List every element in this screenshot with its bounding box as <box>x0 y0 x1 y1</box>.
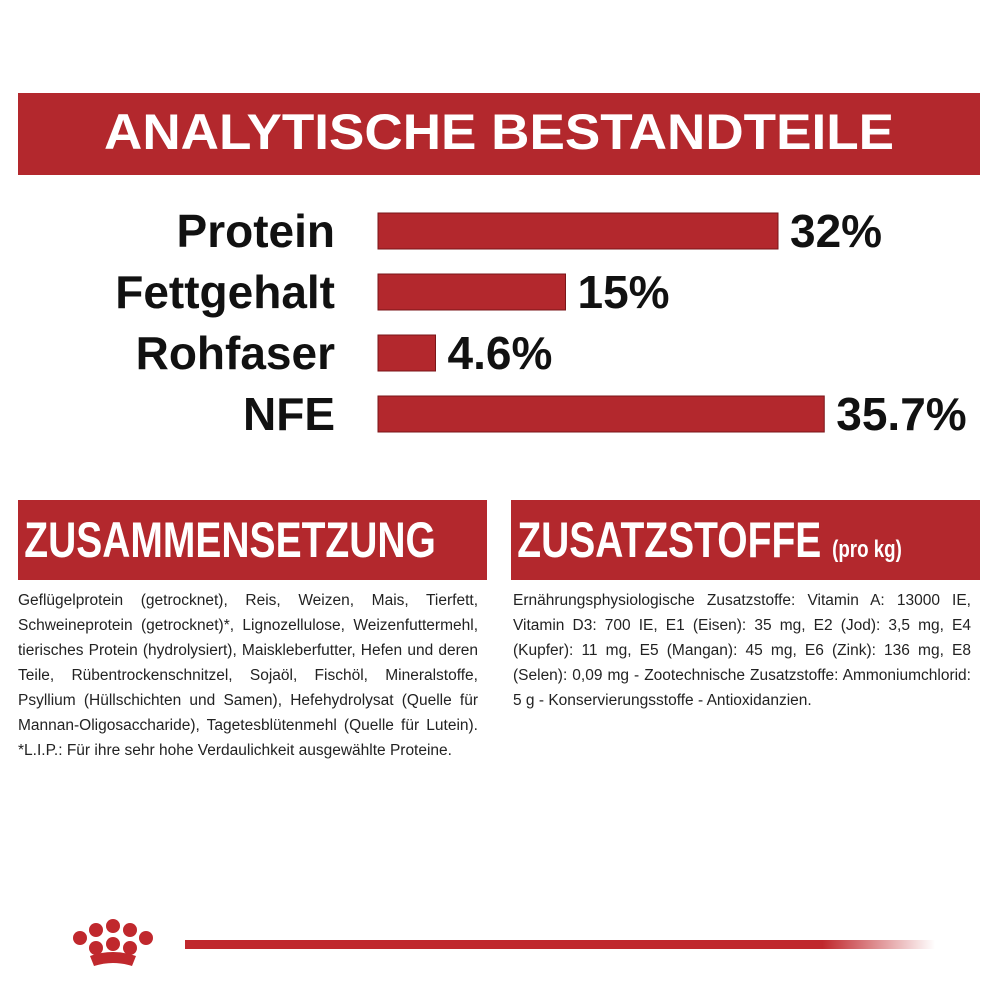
footer-line <box>185 940 935 949</box>
composition-header: ZUSAMMENSETZUNG <box>18 500 487 580</box>
footer <box>73 919 935 966</box>
chart: ANALYTISCHE BESTANDTEILE Protein 32% Fettg… <box>18 93 980 440</box>
value-label: 4.6% <box>448 327 553 379</box>
additives-text: Ernährungsphysiologische Zusatzstoffe: V… <box>513 592 971 709</box>
bar <box>377 334 436 372</box>
value-label: 35.7% <box>836 388 966 440</box>
category-label: NFE <box>243 388 335 440</box>
additives-title-suffix: (pro kg) <box>832 536 902 563</box>
value-label: 32% <box>790 205 882 257</box>
category-label: Protein <box>177 205 335 257</box>
composition-title: ZUSAMMENSETZUNG <box>24 512 436 568</box>
additives-title: ZUSATZSTOFFE <box>517 512 822 568</box>
category-label: Fettgehalt <box>115 266 335 318</box>
value-label: 15% <box>578 266 670 318</box>
bar <box>377 395 825 433</box>
chart-title: ANALYTISCHE BESTANDTEILE <box>104 104 894 160</box>
composition-text: Geflügelprotein (getrocknet), Reis, Weiz… <box>18 592 478 759</box>
category-label: Rohfaser <box>136 327 335 379</box>
title-banner <box>18 93 980 175</box>
bar <box>377 212 779 250</box>
crown-logo <box>73 919 153 966</box>
bar <box>377 273 566 311</box>
additives-header: ZUSATZSTOFFE (pro kg) <box>511 500 980 580</box>
